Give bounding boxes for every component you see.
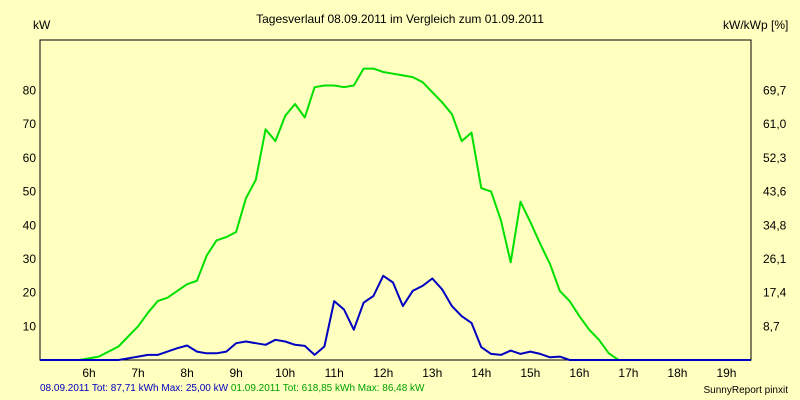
chart-title: Tagesverlauf 08.09.2011 im Vergleich zum… [256, 12, 544, 26]
y-tick-label-right: 17,4 [763, 286, 787, 300]
y-tick-label-left: 70 [23, 117, 37, 131]
x-tick-label: 13h [422, 366, 442, 380]
series-line-1 [40, 274, 751, 361]
x-tick-label: 16h [569, 366, 589, 380]
y-tick-label-right: 8,7 [763, 319, 780, 333]
y-tick-label-left: 60 [23, 151, 37, 165]
y-tick-label-left: 20 [23, 286, 37, 300]
y-tick-label-left: 10 [23, 319, 37, 333]
y-tick-label-right: 61,0 [763, 117, 787, 131]
tick-labels: 10 8,7 20 17,4 30 26,1 40 34,8 50 43,6 60 52,3 70 61,… [23, 84, 787, 380]
y-axis-unit-right: kW/kWp [%] [723, 18, 788, 32]
y-tick-label-left: 80 [23, 84, 37, 98]
y-tick-label-right: 43,6 [763, 185, 787, 199]
y-tick-label-right: 34,8 [763, 218, 787, 232]
plot-frame [39, 39, 752, 361]
x-tick-label: 8h [180, 366, 193, 380]
y-tick-label-left: 30 [23, 252, 37, 266]
x-tick-label: 19h [716, 366, 736, 380]
y-tick-label-left: 40 [23, 218, 37, 232]
x-tick-label: 18h [667, 366, 687, 380]
plot-area [40, 40, 751, 360]
x-tick-label: 6h [82, 366, 95, 380]
x-tick-label: 15h [520, 366, 540, 380]
y-axis-unit-left: kW [33, 18, 51, 32]
series-lines [40, 67, 751, 361]
x-tick-label: 9h [229, 366, 242, 380]
credit-label: SunnyReport pinxit [703, 385, 789, 396]
x-tick-label: 14h [471, 366, 491, 380]
x-tick-label: 11h [325, 366, 344, 380]
y-tick-label-right: 26,1 [763, 252, 787, 266]
x-tick-label: 10h [275, 366, 295, 380]
y-tick-label-right: 69,7 [763, 84, 787, 98]
plot-border [39, 39, 752, 361]
x-tick-label: 12h [373, 366, 393, 380]
legend-entry-series-2: 01.09.2011 Tot: 618,85 kWh Max: 86,48 kW [230, 383, 425, 394]
legend-entry-series-1: 08.09.2011 Tot: 87,71 kWh Max: 25,00 kW [40, 383, 229, 394]
x-tick-label: 17h [618, 366, 638, 380]
y-tick-label-right: 52,3 [763, 151, 787, 165]
y-tick-label-left: 50 [23, 185, 37, 199]
legend: 08.09.2011 Tot: 87,71 kWh Max: 25,00 kW … [40, 383, 425, 394]
x-tick-label: 7h [131, 366, 144, 380]
